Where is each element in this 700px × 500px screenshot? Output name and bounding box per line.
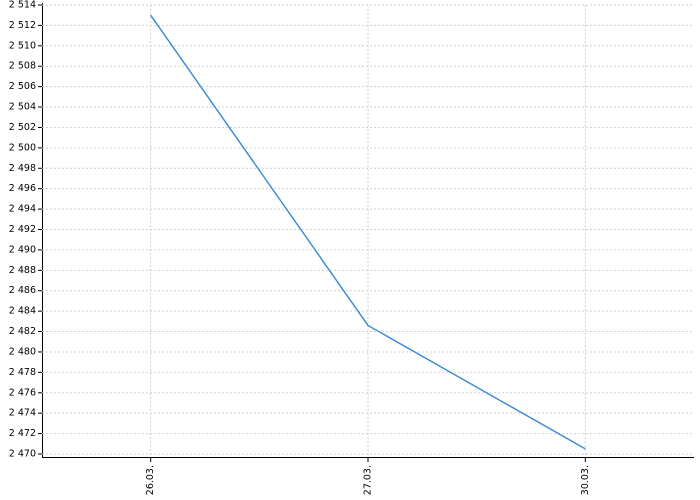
y-tick-label: 2 512 [9,20,36,31]
y-tick-label: 2 486 [9,285,36,296]
y-tick-label: 2 494 [9,204,36,215]
y-tick-label: 2 498 [9,163,36,174]
y-tick-label: 2 480 [9,346,36,357]
y-tick-label: 2 474 [9,408,36,419]
y-tick-label: 2 506 [9,81,36,92]
y-tick-label: 2 500 [9,142,36,153]
y-tick-label: 2 488 [9,265,36,276]
y-tick-label: 2 490 [9,244,36,255]
x-tick-label: 27.03. [363,465,374,495]
y-tick-label: 2 510 [9,40,36,51]
y-tick-label: 2 482 [9,326,36,337]
y-tick-label: 2 484 [9,306,36,317]
y-tick-label: 2 472 [9,428,36,439]
y-tick-label: 2 504 [9,102,36,113]
y-tick-label: 2 492 [9,224,36,235]
y-tick-label: 2 496 [9,183,36,194]
x-tick-label: 30.03. [580,465,591,495]
y-tick-label: 2 502 [9,122,36,133]
y-tick-label: 2 476 [9,387,36,398]
x-tick-label: 26.03. [145,465,156,495]
y-tick-label: 2 508 [9,61,36,72]
y-tick-label: 2 478 [9,367,36,378]
line [150,14,586,450]
y-tick-label: 2 470 [9,449,36,460]
y-tick-label: 2 514 [9,0,36,11]
